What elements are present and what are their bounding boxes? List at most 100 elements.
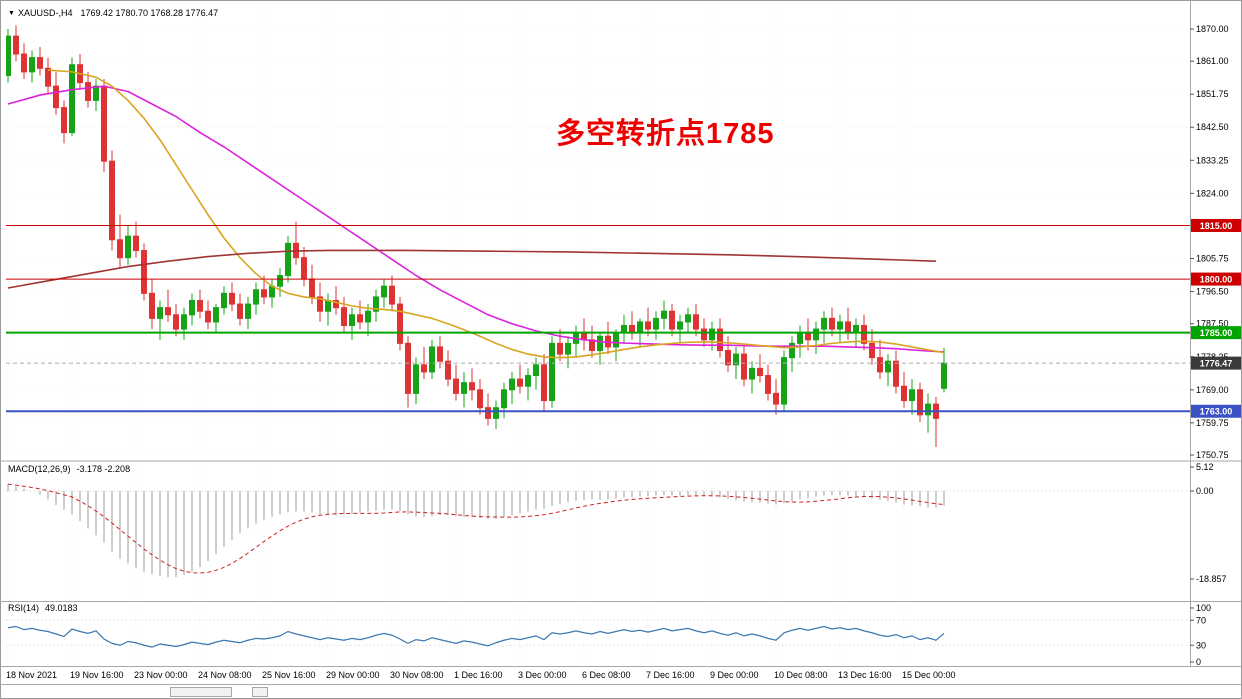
candle	[389, 285, 395, 305]
candle	[285, 242, 291, 276]
svg-text:1800.00: 1800.00	[1200, 275, 1233, 285]
candle	[125, 235, 131, 259]
candle	[765, 375, 771, 394]
candle	[109, 160, 115, 241]
macd-scale-label: 0.00	[1196, 486, 1214, 496]
candle	[613, 332, 619, 348]
candle	[349, 314, 355, 327]
candle	[21, 53, 27, 73]
rsi-panel	[6, 619, 1190, 648]
candle	[229, 292, 235, 305]
time-axis: 18 Nov 2021 19 Nov 16:00 23 Nov 00:00 24 No…	[6, 670, 956, 680]
ohlc-readout: 1769.42 1780.70 1768.28 1776.47	[80, 8, 219, 18]
candle	[741, 353, 747, 380]
candle	[93, 85, 99, 101]
candle	[653, 317, 659, 330]
candle	[277, 274, 283, 287]
rsi-title: RSI(14)	[8, 603, 40, 613]
candle	[13, 35, 19, 55]
macd-scale-label: 5.12	[1196, 462, 1214, 472]
candle	[397, 303, 403, 344]
candle	[85, 82, 91, 101]
candle	[149, 292, 155, 319]
candle	[757, 367, 763, 377]
candle	[517, 378, 523, 387]
candle	[301, 257, 307, 280]
candle	[869, 342, 875, 359]
price-tick-label: 1851.75	[1196, 89, 1229, 99]
ma-darkred	[7, 249, 937, 289]
candle	[325, 299, 331, 312]
candle	[493, 407, 499, 419]
price-tick-label: 1805.75	[1196, 254, 1229, 264]
time-tick-label: 1 Dec 16:00	[454, 670, 503, 680]
candle	[597, 335, 603, 352]
rsi-value: 49.0183	[45, 603, 78, 613]
price-tick-label: 1833.25	[1196, 155, 1229, 165]
symbol-dropdown-icon[interactable]: ▼	[8, 10, 15, 17]
candle	[117, 239, 123, 259]
ma-orange	[47, 69, 945, 359]
rsi-label: RSI(14) 49.0183	[8, 603, 84, 613]
candle	[6, 35, 11, 76]
candle	[853, 325, 859, 334]
candle	[189, 299, 195, 316]
candle	[557, 342, 563, 355]
symbol-title: XAUUSD-,H4	[17, 8, 73, 18]
candlesticks	[6, 25, 947, 447]
bottom-bar-widget-2[interactable]	[252, 687, 268, 697]
candle	[317, 296, 323, 312]
candle	[509, 378, 515, 391]
candle	[669, 310, 675, 330]
time-tick-label: 18 Nov 2021	[6, 670, 57, 680]
candle	[365, 310, 371, 323]
candle	[725, 350, 731, 366]
candle	[165, 307, 171, 316]
time-tick-label: 24 Nov 08:00	[198, 670, 252, 680]
candle	[181, 314, 187, 330]
candle	[421, 364, 427, 373]
candle	[829, 317, 835, 330]
candle	[205, 310, 211, 323]
price-axis: 1870.00 1861.00 1851.75 1842.50 1833.25 1824.…	[1190, 24, 1241, 667]
candle	[861, 325, 867, 344]
candle	[837, 321, 843, 330]
price-tick-label: 1750.75	[1196, 450, 1229, 460]
candle	[101, 85, 107, 162]
axis-price-tag	[1191, 326, 1241, 340]
price-tick-label: 1870.00	[1196, 24, 1229, 34]
svg-text:1785.00: 1785.00	[1200, 328, 1233, 338]
candle	[813, 328, 819, 341]
candle	[877, 357, 883, 373]
candle	[245, 303, 251, 319]
rsi-scale-label: 0	[1196, 657, 1201, 667]
candle	[237, 303, 243, 319]
candle	[253, 289, 259, 305]
bottom-bar-widget-1[interactable]	[170, 687, 232, 697]
candle	[525, 375, 531, 387]
candle	[437, 346, 443, 362]
macd-scale-label: -18.857	[1196, 574, 1227, 584]
macd-signal-line	[7, 483, 945, 574]
time-tick-label: 7 Dec 16:00	[646, 670, 695, 680]
candle	[197, 299, 203, 312]
candle	[789, 342, 795, 359]
candle	[733, 353, 739, 366]
candle	[565, 342, 571, 355]
gridlines	[6, 9, 1190, 664]
candle	[629, 325, 635, 334]
candle	[893, 360, 899, 387]
candle	[37, 57, 43, 69]
candle	[413, 364, 419, 394]
rsi-scale-label: 70	[1196, 615, 1206, 625]
moving-averages	[7, 69, 945, 359]
candle	[133, 235, 139, 251]
candle	[549, 342, 555, 402]
price-tick-label: 1861.00	[1196, 56, 1229, 66]
time-tick-label: 23 Nov 00:00	[134, 670, 188, 680]
candle	[581, 332, 587, 341]
time-tick-label: 25 Nov 16:00	[262, 670, 316, 680]
time-tick-label: 3 Dec 00:00	[518, 670, 567, 680]
